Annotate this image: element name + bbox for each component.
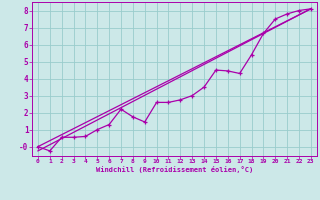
X-axis label: Windchill (Refroidissement éolien,°C): Windchill (Refroidissement éolien,°C) [96,166,253,173]
